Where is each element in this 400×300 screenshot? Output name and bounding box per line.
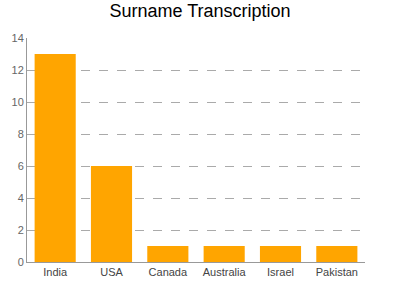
svg-text:Surname Transcription: Surname Transcription <box>109 1 290 21</box>
svg-text:India: India <box>43 266 68 278</box>
svg-text:8: 8 <box>18 128 24 140</box>
svg-text:14: 14 <box>12 32 24 44</box>
svg-text:Canada: Canada <box>149 266 188 278</box>
svg-text:USA: USA <box>100 266 123 278</box>
svg-text:2: 2 <box>18 224 24 236</box>
svg-text:Pakistan: Pakistan <box>316 266 358 278</box>
svg-text:Israel: Israel <box>267 266 294 278</box>
svg-text:namespedia.com: namespedia.com <box>70 298 161 300</box>
svg-text:0: 0 <box>18 256 24 268</box>
svg-text:4: 4 <box>18 192 24 204</box>
svg-text:12: 12 <box>12 64 24 76</box>
svg-text:10: 10 <box>12 96 24 108</box>
svg-text:Australia: Australia <box>203 266 247 278</box>
svg-text:6: 6 <box>18 160 24 172</box>
